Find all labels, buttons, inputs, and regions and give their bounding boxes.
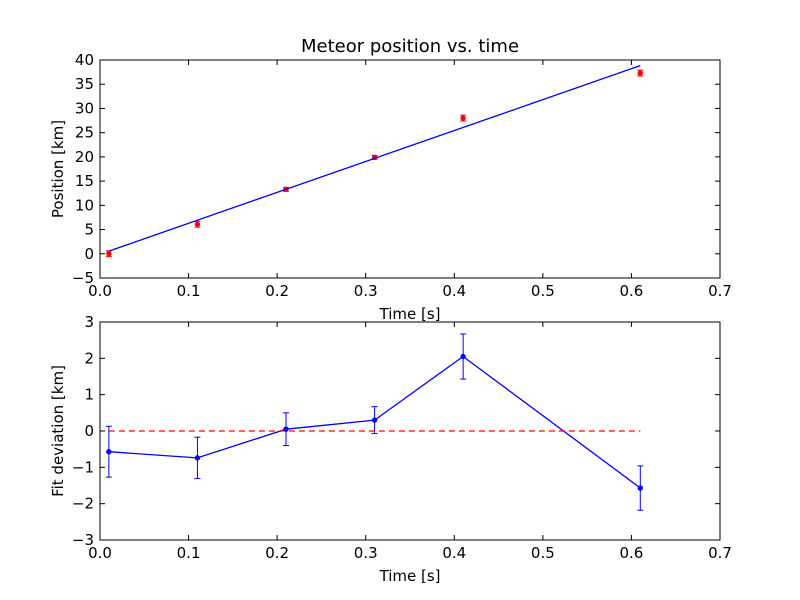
y-tick-label: 5 xyxy=(84,221,94,239)
y-tick-label: −5 xyxy=(72,269,94,287)
x-tick-label: 0.6 xyxy=(619,282,643,300)
data-point xyxy=(371,417,378,423)
y-tick-label: 10 xyxy=(75,196,94,214)
x-tick-label: 0.6 xyxy=(619,544,643,562)
x-tick-label: 0.5 xyxy=(531,544,555,562)
y-tick-label: 0 xyxy=(84,422,94,440)
x-tick-label: 0.3 xyxy=(354,544,378,562)
x-tick-label: 0.1 xyxy=(177,282,201,300)
x-tick-label: 0.7 xyxy=(708,282,732,300)
data-point xyxy=(194,455,201,461)
y-tick-label: 40 xyxy=(75,51,94,69)
data-point xyxy=(460,353,466,360)
plot-frame xyxy=(99,59,721,279)
x-tick-label: 0.3 xyxy=(354,282,378,300)
data-marks xyxy=(105,333,644,511)
y-tick-label: 2 xyxy=(84,349,94,367)
axis-ticks: 0.0 0.1 0.2 0.3 0.4 0.5 0.6 0.7 −5 0 5 10 15 20 25 30 35… xyxy=(72,51,732,300)
y-tick-label: 3 xyxy=(84,313,94,331)
plot-frame xyxy=(99,321,721,541)
data-point xyxy=(194,221,201,227)
y-tick-label: 15 xyxy=(75,172,94,190)
deviation-line xyxy=(108,355,641,489)
y-tick-label: −2 xyxy=(72,495,94,513)
x-tick-label: 0.4 xyxy=(442,282,466,300)
chart-title: Meteor position vs. time xyxy=(301,36,519,57)
y-tick-label: 35 xyxy=(75,75,94,93)
data-point xyxy=(283,426,289,432)
x-axis-label: Time [s] xyxy=(379,567,441,585)
x-tick-label: 0.0 xyxy=(88,282,112,300)
data-point xyxy=(637,70,643,76)
position-plot: Meteor position vs. time Time [s] Positi… xyxy=(49,36,732,323)
x-tick-label: 0.7 xyxy=(708,544,732,562)
x-tick-label: 0.2 xyxy=(265,282,289,300)
y-axis-label: Fit deviation [km] xyxy=(49,365,67,497)
x-tick-label: 0.4 xyxy=(442,544,466,562)
axis-ticks: 0.0 0.1 0.2 0.3 0.4 0.5 0.6 0.7 −3 −2 −1 0 1 2 3 xyxy=(72,313,732,562)
data-marks xyxy=(105,64,644,258)
x-axis-label: Time [s] xyxy=(379,305,441,323)
x-tick-label: 0.0 xyxy=(88,544,112,562)
deviation-plot: Time [s] Fit deviation [km] 0.0 0.1 0.2 0.3… xyxy=(49,313,732,585)
y-tick-label: 0 xyxy=(84,245,94,263)
data-point xyxy=(460,115,466,121)
data-point xyxy=(637,485,643,491)
y-tick-label: 20 xyxy=(75,148,94,166)
y-tick-label: −3 xyxy=(72,531,94,549)
y-tick-label: 30 xyxy=(75,99,94,117)
data-point xyxy=(106,251,112,257)
y-tick-label: 1 xyxy=(84,386,94,404)
y-axis-label: Position [km] xyxy=(49,120,67,218)
data-point xyxy=(106,449,112,455)
y-tick-label: −1 xyxy=(72,458,94,476)
y-tick-label: 25 xyxy=(75,124,94,142)
x-tick-label: 0.1 xyxy=(177,544,201,562)
x-tick-label: 0.5 xyxy=(531,282,555,300)
fit-line xyxy=(108,64,641,252)
x-tick-label: 0.2 xyxy=(265,544,289,562)
